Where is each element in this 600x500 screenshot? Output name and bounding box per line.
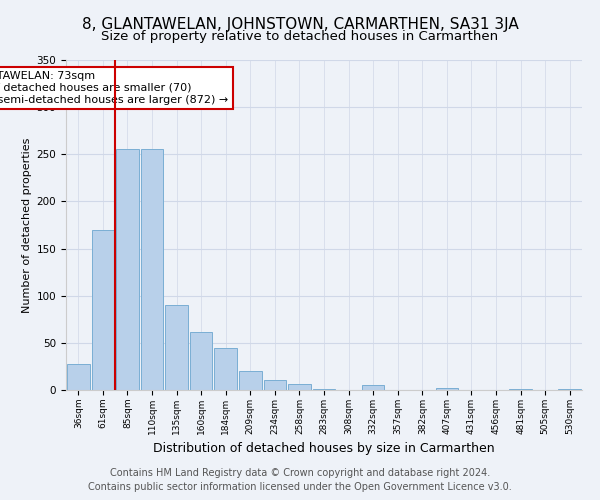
Bar [67, 364, 89, 390]
Bar [116, 148, 139, 390]
Bar [559, 389, 581, 390]
Bar [509, 389, 532, 390]
Bar [239, 371, 262, 390]
Text: Contains HM Land Registry data © Crown copyright and database right 2024.
Contai: Contains HM Land Registry data © Crown c… [88, 468, 512, 492]
Bar [313, 389, 335, 390]
Bar [263, 380, 286, 390]
Bar [190, 332, 212, 390]
Bar [362, 386, 385, 390]
Text: 8 GLANTAWELAN: 73sqm
← 7% of detached houses are smaller (70)
92% of semi-detach: 8 GLANTAWELAN: 73sqm ← 7% of detached ho… [0, 72, 229, 104]
Bar [92, 230, 114, 390]
Bar [165, 305, 188, 390]
Bar [436, 388, 458, 390]
Text: Size of property relative to detached houses in Carmarthen: Size of property relative to detached ho… [101, 30, 499, 43]
Bar [140, 148, 163, 390]
Bar [214, 348, 237, 390]
Y-axis label: Number of detached properties: Number of detached properties [22, 138, 32, 312]
Bar [288, 384, 311, 390]
X-axis label: Distribution of detached houses by size in Carmarthen: Distribution of detached houses by size … [153, 442, 495, 456]
Text: 8, GLANTAWELAN, JOHNSTOWN, CARMARTHEN, SA31 3JA: 8, GLANTAWELAN, JOHNSTOWN, CARMARTHEN, S… [82, 18, 518, 32]
